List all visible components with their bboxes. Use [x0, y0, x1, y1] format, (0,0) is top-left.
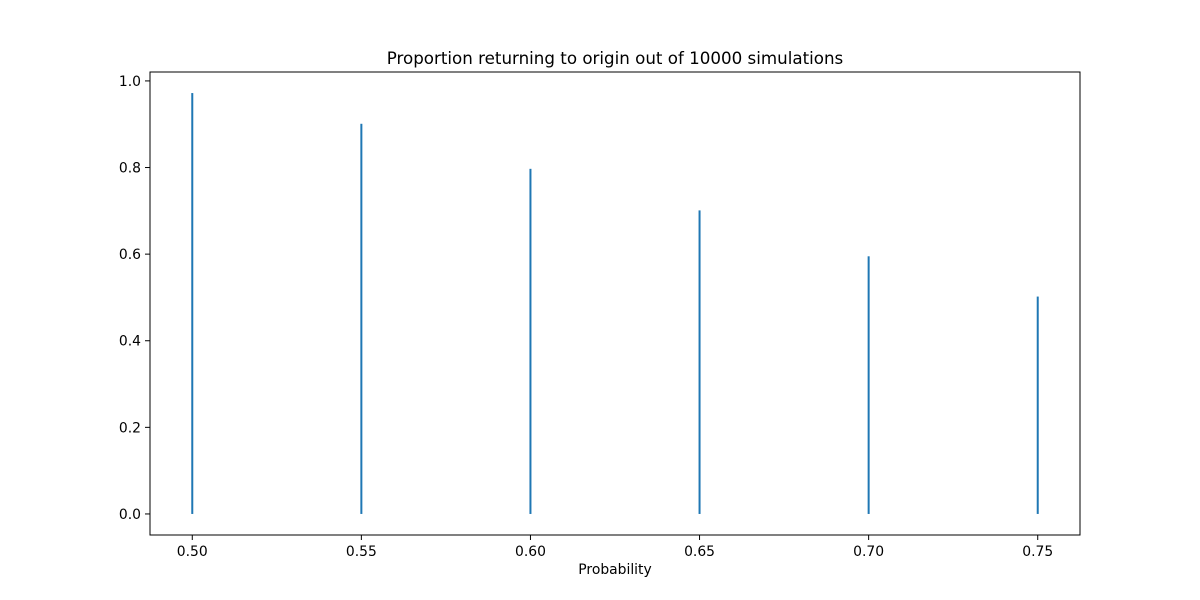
x-axis: 0.50 0.55 0.60 0.65 0.70 0.75: [177, 535, 1053, 560]
bars-layer: [191, 93, 1039, 514]
y-tick-label: 0.8: [119, 161, 141, 177]
plot-frame: [149, 71, 1081, 536]
bar: [698, 210, 701, 514]
x-tick-label: 0.75: [1022, 544, 1053, 560]
y-tick-label: 1.0: [119, 74, 141, 90]
y-tick-label: 0.4: [119, 334, 141, 350]
y-tick-label: 0.6: [119, 247, 141, 263]
y-axis: 0.0 0.2 0.4 0.6 0.8 1.0: [119, 74, 150, 523]
bar: [867, 256, 870, 514]
bar: [1036, 296, 1039, 514]
x-tick-label: 0.60: [515, 544, 546, 560]
x-tick-label: 0.50: [177, 544, 208, 560]
x-tick-label: 0.55: [346, 544, 377, 560]
chart-title: Proportion returning to origin out of 10…: [387, 48, 844, 68]
bar: [191, 93, 194, 514]
bar: [529, 168, 532, 514]
y-tick-label: 0.0: [119, 507, 141, 523]
x-axis-label: Probability: [578, 562, 651, 578]
x-tick-label: 0.65: [684, 544, 715, 560]
x-tick-label: 0.70: [853, 544, 884, 560]
bar: [360, 123, 363, 514]
y-tick-label: 0.2: [119, 420, 141, 436]
